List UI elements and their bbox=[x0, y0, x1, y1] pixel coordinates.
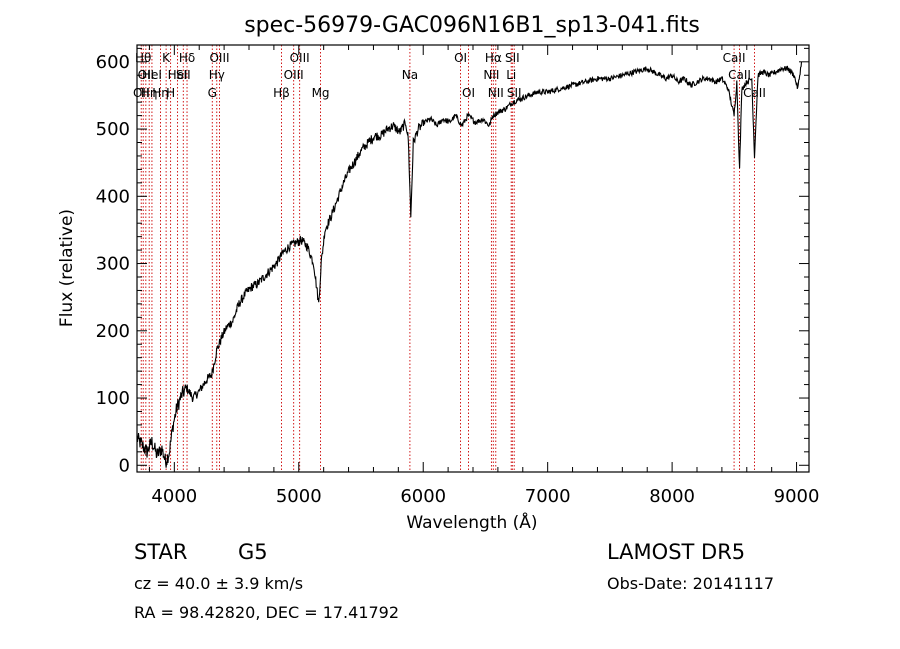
spectrum-series-line bbox=[136, 61, 803, 468]
spectral-line-label: Hγ bbox=[209, 68, 225, 82]
x-axis-label: Wavelength (Å) bbox=[406, 511, 537, 533]
spectral-line-label: HeI bbox=[168, 68, 188, 82]
y-tick-label: 500 bbox=[96, 119, 130, 140]
spectral-line-label: OI bbox=[462, 86, 475, 100]
object-class: STAR bbox=[134, 540, 188, 564]
spectral-line-markers bbox=[140, 45, 755, 472]
x-tick-label: 5000 bbox=[276, 486, 322, 507]
spectral-line-label: G bbox=[208, 86, 217, 100]
object-subclass: G5 bbox=[238, 540, 268, 564]
spectral-line-label: SII bbox=[176, 68, 191, 82]
spectral-line-label: Hα bbox=[485, 51, 502, 65]
spectral-line-label: NII bbox=[483, 68, 499, 82]
x-tick-label: 4000 bbox=[151, 486, 197, 507]
y-tick-label: 200 bbox=[96, 321, 130, 342]
observation-date: Obs-Date: 20141117 bbox=[607, 574, 775, 593]
x-tick-label: 8000 bbox=[649, 486, 695, 507]
spectral-line-label: OI bbox=[454, 51, 467, 65]
spectral-line-label: Li bbox=[506, 68, 516, 82]
coordinates: RA = 98.42820, DEC = 17.41792 bbox=[134, 603, 400, 622]
spectral-line-label: NII bbox=[488, 86, 504, 100]
spectral-line-label: SII bbox=[505, 51, 520, 65]
spectral-line-label: Na bbox=[402, 68, 418, 82]
spectral-line-label: HeI bbox=[142, 68, 162, 82]
y-tick-label: 600 bbox=[96, 52, 130, 73]
plot-frame bbox=[136, 44, 810, 473]
spectral-line-label: OIII bbox=[209, 51, 229, 65]
chart-title: spec-56979-GAC096N16B1_sp13-041.fits bbox=[244, 13, 700, 38]
spectral-line-label: CaII bbox=[743, 86, 766, 100]
spectral-line-labels: OIIHθOIIHηHeIHηKHHeISIIHδGHγOIIIHβOIIIOI… bbox=[133, 51, 766, 100]
spectral-line-label: Hη bbox=[141, 86, 158, 100]
spectral-line-label: Hβ bbox=[273, 86, 290, 100]
axis-ticks: 4000 5000 6000 7000 8000 9000 0 100 200 300 400 500… bbox=[96, 45, 820, 507]
x-tick-label: 6000 bbox=[400, 486, 446, 507]
spectrum-chart: spec-56979-GAC096N16B1_sp13-041.fits 400… bbox=[57, 13, 820, 533]
y-axis-label: Flux (relative) bbox=[57, 209, 77, 327]
x-tick-label: 9000 bbox=[774, 486, 820, 507]
spectral-line-label: Mg bbox=[312, 86, 330, 100]
spectral-line-label: OIII bbox=[284, 68, 304, 82]
spectral-line-label: H bbox=[166, 86, 175, 100]
spectral-line-label: Hθ bbox=[135, 51, 151, 65]
spectral-line-label: OII bbox=[133, 86, 150, 100]
y-tick-label: 400 bbox=[96, 186, 130, 207]
y-tick-label: 0 bbox=[119, 455, 130, 476]
spectral-line-label: K bbox=[162, 51, 171, 65]
spectral-line-label: Hδ bbox=[179, 51, 195, 65]
spectral-line-label: Hη bbox=[152, 86, 169, 100]
spectral-line-label: OII bbox=[138, 68, 155, 82]
spectral-line-label: CaII bbox=[728, 68, 751, 82]
y-tick-label: 100 bbox=[96, 388, 130, 409]
survey-name: LAMOST DR5 bbox=[607, 540, 746, 564]
spectral-line-label: CaII bbox=[723, 51, 746, 65]
spectral-line-label: SII bbox=[507, 86, 522, 100]
x-tick-label: 7000 bbox=[525, 486, 571, 507]
spectral-line-label: OIII bbox=[290, 51, 310, 65]
redshift-velocity: cz = 40.0 ± 3.9 km/s bbox=[134, 574, 304, 593]
y-tick-label: 300 bbox=[96, 254, 130, 275]
